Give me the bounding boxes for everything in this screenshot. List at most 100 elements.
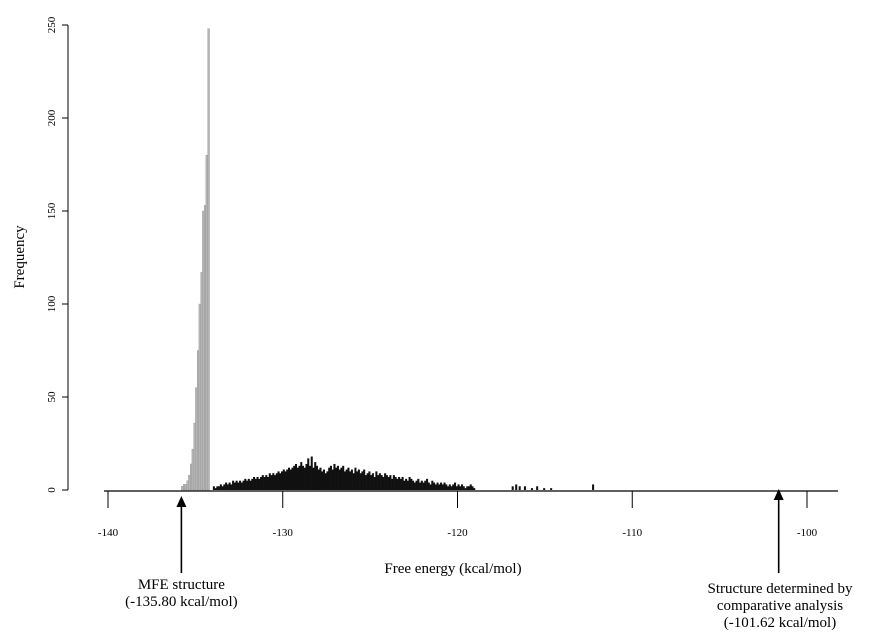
black-bar-114: [412, 480, 415, 490]
black-bar-34: [272, 473, 275, 490]
black-bar-66: [328, 467, 331, 490]
black-bar-13: [235, 480, 238, 490]
black-bar-122: [426, 478, 429, 490]
black-bar-79: [350, 469, 353, 490]
black-bar-28: [261, 475, 264, 490]
black-bar-44: [289, 469, 292, 490]
annotation-arrow-head-0: [176, 496, 187, 507]
x-tick-label-3: -110: [622, 527, 642, 539]
black-bar-112: [408, 476, 411, 490]
black-bar-51: [301, 465, 305, 490]
black-bar-64: [324, 473, 327, 490]
black-bar-141: [459, 486, 462, 490]
black-bar-0: [212, 486, 215, 490]
black-bar-41: [284, 471, 287, 490]
black-bar-142: [461, 484, 464, 490]
annotation-1-line-2: (-101.62 kcal/mol): [724, 615, 836, 631]
black-bar-24: [254, 478, 257, 490]
black-bar-125: [431, 480, 434, 490]
black-series-bars: [212, 456, 595, 490]
black-bar-137: [452, 484, 455, 490]
black-bar-54: [307, 458, 310, 490]
black-bar-39: [281, 471, 284, 490]
black-bar-2: [216, 486, 219, 490]
black-bar-62: [321, 471, 324, 490]
black-bar-88: [366, 473, 369, 490]
black-bar-86: [363, 469, 366, 490]
black-bar-49: [298, 465, 301, 490]
black-bar-56: [310, 456, 313, 490]
black-bar-38: [279, 473, 282, 490]
black-bar-3: [218, 486, 221, 490]
black-bar-97: [382, 476, 385, 490]
black-bar-120: [422, 482, 425, 490]
black-bar-57: [312, 467, 315, 490]
black-sparse-bar-7: [550, 488, 553, 490]
black-bar-48: [296, 467, 299, 490]
black-bar-52: [303, 467, 306, 490]
annotations: MFE structure(-135.80 kcal/mol) Structure…: [125, 489, 853, 631]
black-sparse-bar-2: [518, 486, 521, 490]
black-bar-37: [277, 471, 280, 490]
grey-series-bars: [181, 28, 210, 491]
black-bar-99: [385, 475, 388, 490]
black-bar-43: [287, 467, 291, 490]
black-bar-113: [410, 478, 413, 490]
black-bar-94: [377, 475, 380, 490]
black-bar-85: [361, 471, 364, 490]
y-tick-label-3: 150: [46, 202, 58, 219]
black-bar-53: [305, 463, 308, 490]
black-bar-45: [291, 467, 294, 490]
black-bar-73: [340, 467, 343, 490]
black-bar-119: [420, 480, 423, 490]
black-bar-25: [256, 476, 259, 490]
black-bar-98: [384, 473, 387, 490]
x-axis-title: Free energy (kcal/mol): [384, 561, 521, 577]
black-bar-69: [333, 463, 336, 490]
black-bar-30: [265, 475, 268, 490]
black-sparse-bar-4: [530, 488, 533, 490]
black-bar-89: [368, 471, 371, 490]
black-bar-60: [317, 469, 320, 490]
black-bar-31: [267, 476, 270, 490]
black-bar-109: [403, 480, 406, 490]
y-tick-label-4: 200: [46, 109, 58, 126]
black-bar-32: [268, 473, 271, 490]
black-bar-145: [466, 486, 469, 490]
black-bar-12: [233, 482, 236, 490]
black-bar-91: [371, 473, 374, 490]
black-sparse-bar-5: [536, 486, 539, 490]
annotation-arrow-head-1: [773, 489, 784, 500]
black-bar-83: [357, 469, 360, 490]
grey-bar-15: [207, 28, 210, 491]
annotation-0-line-0: MFE structure: [138, 577, 225, 593]
annotation-1-line-1: comparative analysis: [717, 598, 843, 614]
black-bar-127: [434, 484, 437, 490]
black-bar-144: [464, 488, 467, 490]
black-bar-59: [315, 465, 318, 490]
x-axis: -140 -130 -120 -110 -100: [98, 490, 838, 539]
black-bar-116: [415, 480, 418, 490]
black-bar-108: [401, 476, 404, 490]
black-bar-21: [249, 480, 252, 490]
black-bar-68: [331, 469, 334, 490]
black-bar-128: [436, 482, 439, 490]
black-bar-9: [228, 482, 231, 490]
black-bar-102: [391, 478, 394, 490]
y-axis: 0 50 100 150 200 250: [46, 16, 69, 493]
y-tick-label-2: 100: [46, 295, 58, 312]
black-bar-84: [359, 473, 362, 490]
y-tick-label-1: 50: [46, 391, 58, 403]
black-bar-80: [352, 473, 355, 490]
black-bar-96: [380, 475, 383, 490]
black-bar-10: [230, 484, 233, 490]
annotation-0-line-1: (-135.80 kcal/mol): [125, 594, 237, 610]
black-bar-14: [237, 482, 240, 490]
black-bar-1: [214, 488, 217, 490]
black-sparse-bar-3: [523, 486, 526, 490]
black-bar-149: [473, 488, 476, 490]
black-sparse-bar-6: [543, 488, 546, 490]
black-bar-22: [251, 478, 254, 490]
black-bar-121: [424, 480, 427, 490]
y-tick-label-0: 0: [46, 487, 58, 493]
